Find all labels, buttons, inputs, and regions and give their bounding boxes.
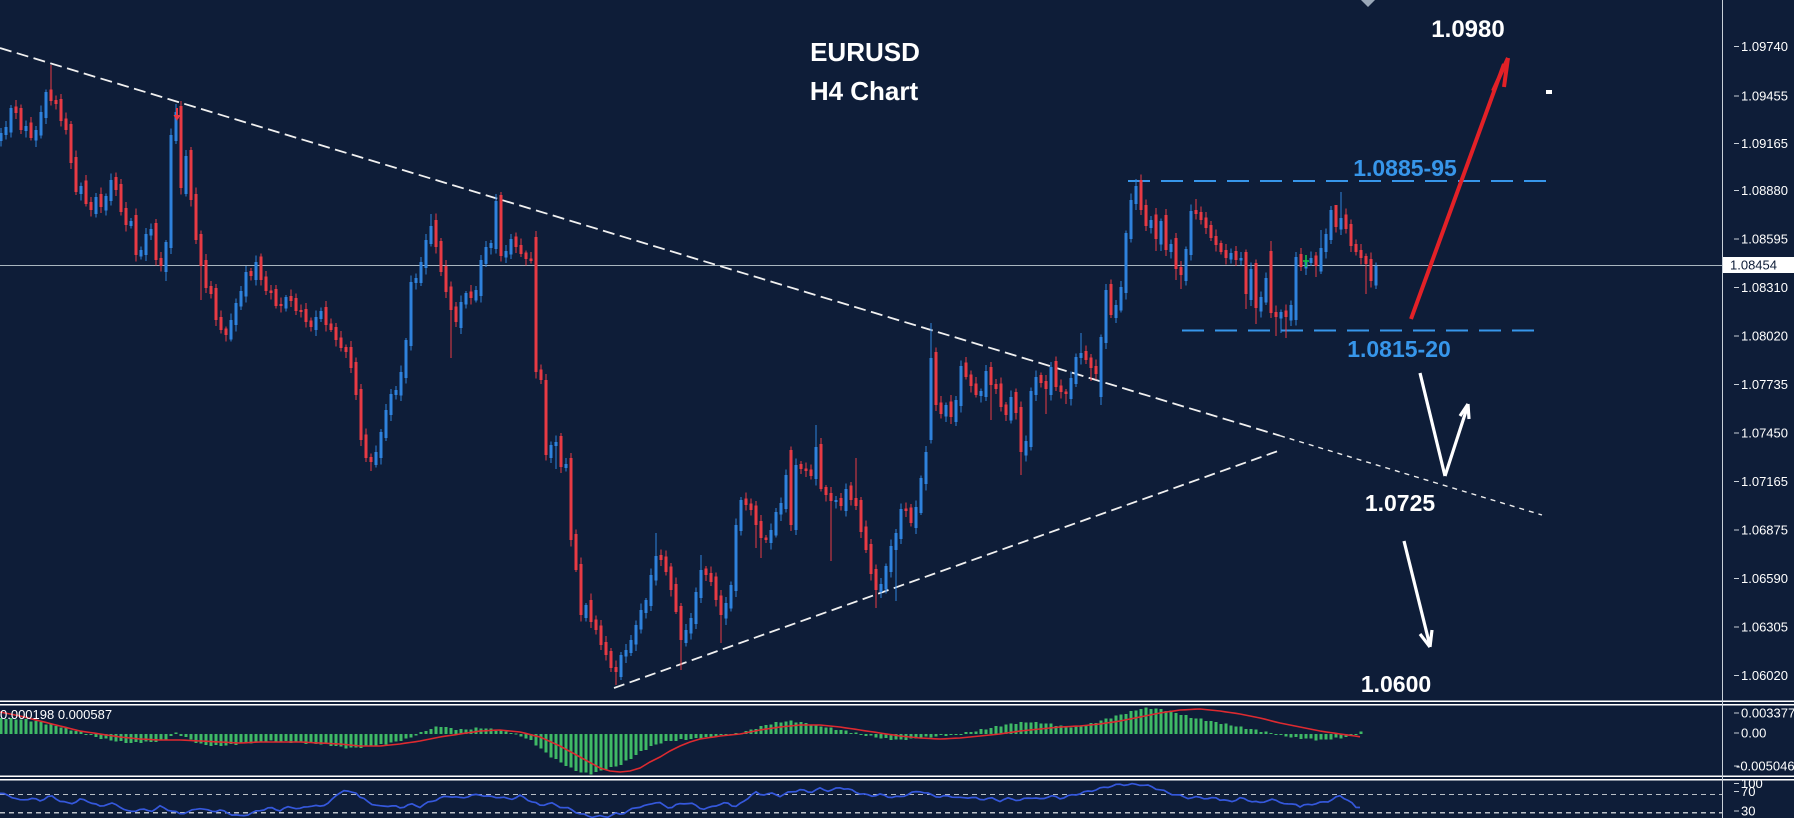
- svg-text:1.08880: 1.08880: [1741, 183, 1788, 198]
- svg-text:1.07735: 1.07735: [1741, 377, 1788, 392]
- svg-text:1.06305: 1.06305: [1741, 620, 1788, 635]
- svg-text:EURUSD: EURUSD: [810, 37, 920, 67]
- svg-text:1.0725: 1.0725: [1365, 490, 1436, 516]
- svg-text:0.000198 0.000587: 0.000198 0.000587: [0, 707, 112, 722]
- svg-text:1.0885-95: 1.0885-95: [1353, 155, 1457, 181]
- svg-text:30: 30: [1741, 804, 1755, 818]
- svg-text:1.09455: 1.09455: [1741, 89, 1788, 104]
- svg-text:1.08310: 1.08310: [1741, 280, 1788, 295]
- svg-text:H4 Chart: H4 Chart: [810, 76, 919, 106]
- svg-text:1.08454: 1.08454: [1730, 258, 1777, 273]
- svg-text:70: 70: [1741, 784, 1755, 799]
- svg-text:0.003377: 0.003377: [1741, 706, 1794, 721]
- svg-text:1.06590: 1.06590: [1741, 571, 1788, 586]
- svg-text:0.00: 0.00: [1741, 726, 1766, 741]
- svg-text:-0.0050463: -0.0050463: [1736, 759, 1794, 774]
- svg-text:1.09740: 1.09740: [1741, 39, 1788, 54]
- svg-text:1.0980: 1.0980: [1431, 16, 1504, 43]
- svg-text:1.06875: 1.06875: [1741, 523, 1788, 538]
- svg-text:1.08595: 1.08595: [1741, 232, 1788, 247]
- svg-text:1.08020: 1.08020: [1741, 329, 1788, 344]
- svg-text:1.09165: 1.09165: [1741, 136, 1788, 151]
- svg-text:1.06020: 1.06020: [1741, 668, 1788, 683]
- svg-text:1.0600: 1.0600: [1361, 671, 1431, 697]
- svg-text:1.07450: 1.07450: [1741, 426, 1788, 441]
- svg-text:1.07165: 1.07165: [1741, 474, 1788, 489]
- svg-text:100: 100: [1741, 776, 1763, 791]
- svg-text:1.0815-20: 1.0815-20: [1347, 336, 1451, 362]
